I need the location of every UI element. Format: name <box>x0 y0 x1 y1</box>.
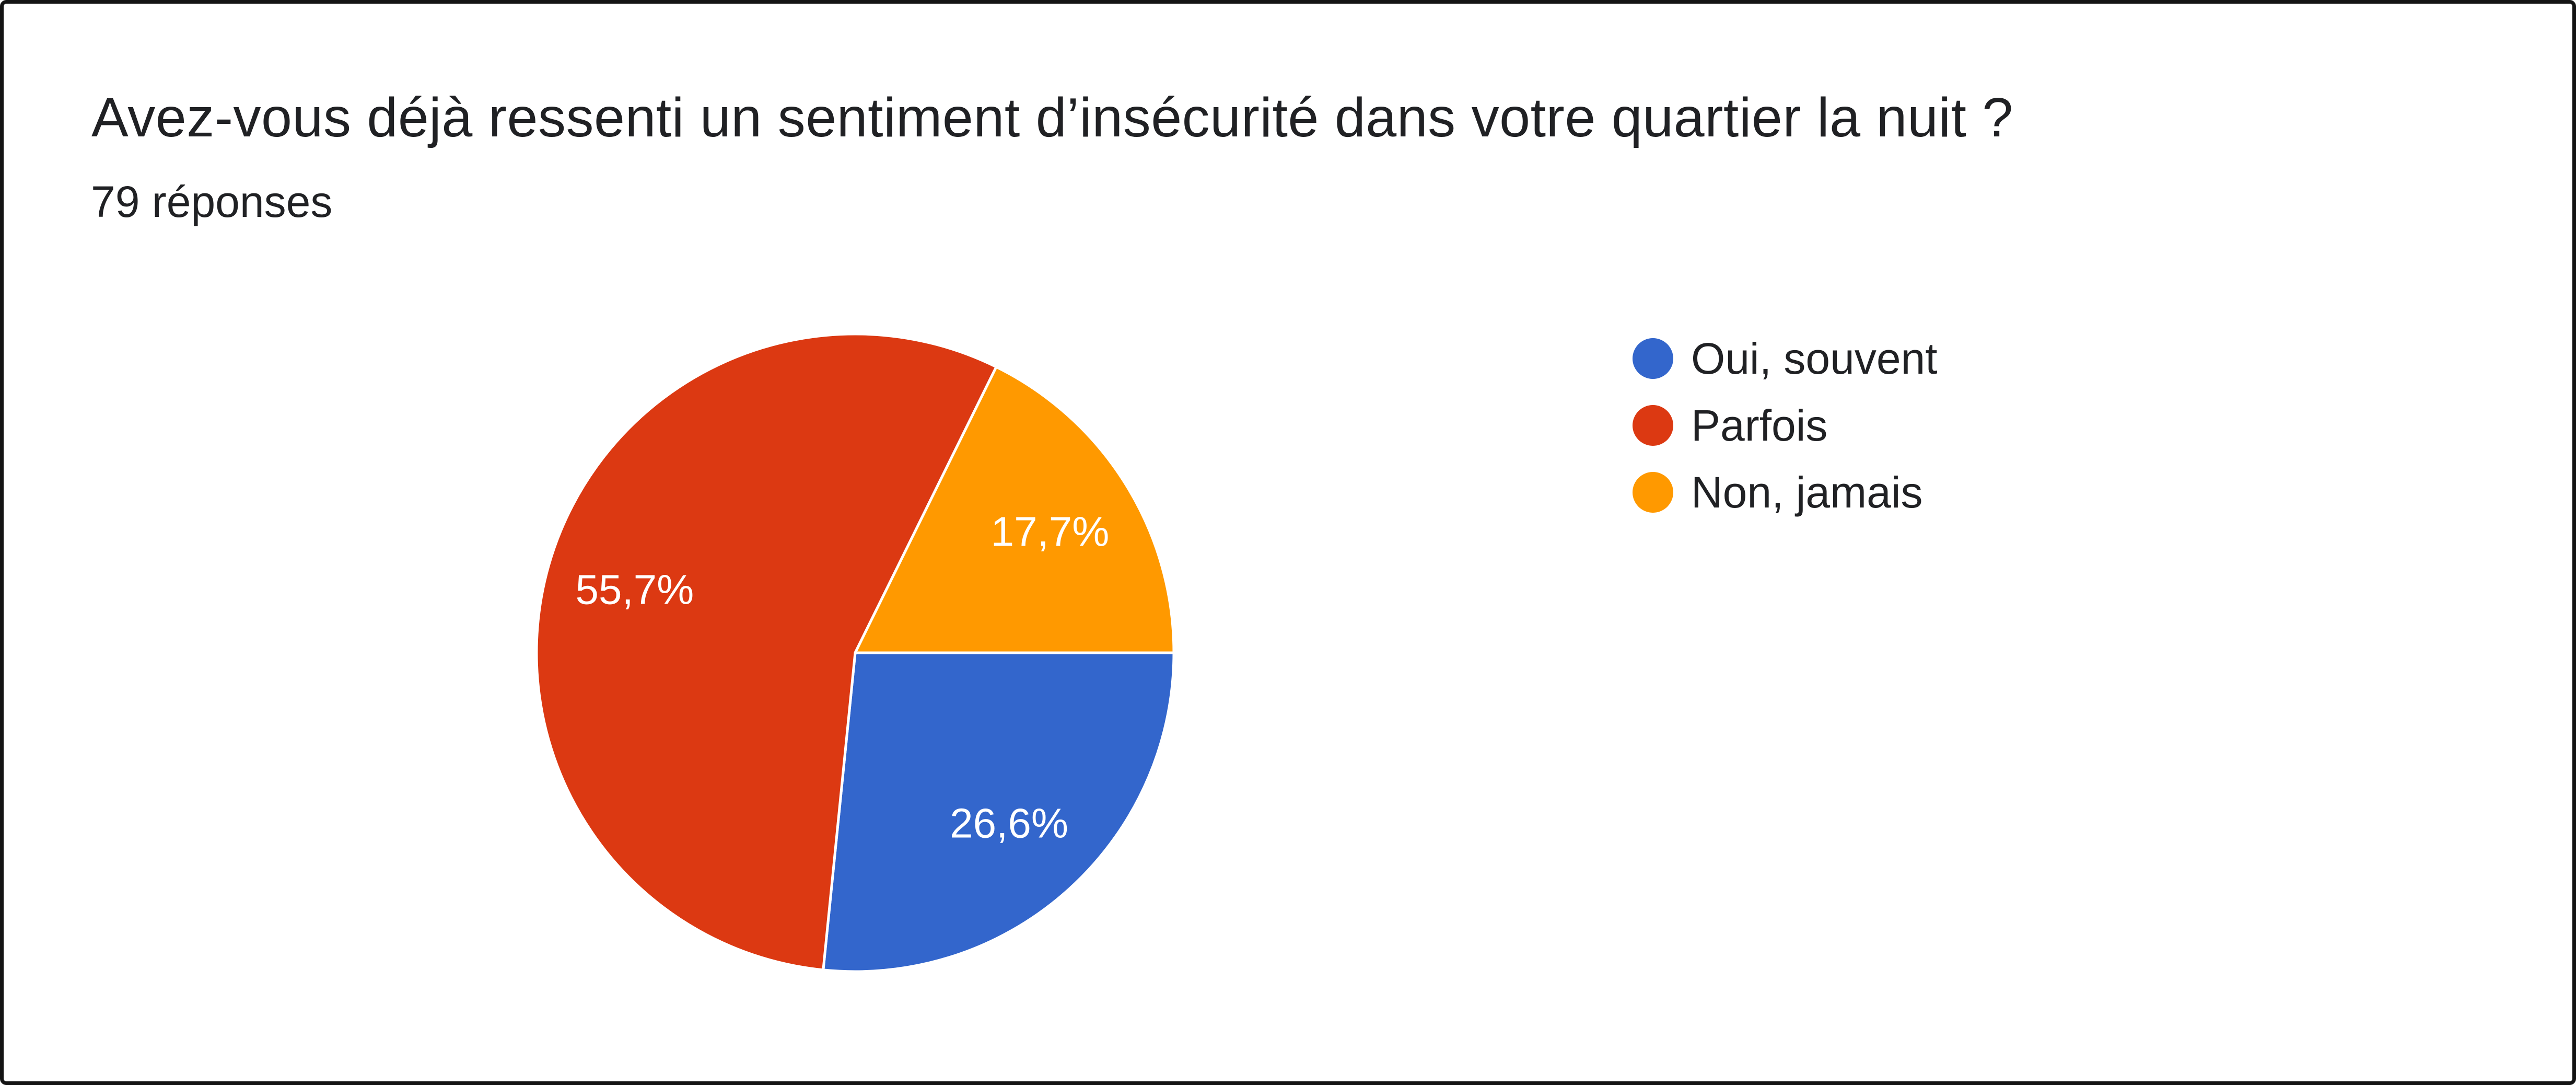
pie-slice-non-jamais[interactable] <box>854 365 1175 654</box>
legend-color-dot <box>1633 338 1673 379</box>
legend-item-parfois: Parfois <box>1633 392 1938 459</box>
question-title: Avez-vous déjà ressenti un sentiment d’i… <box>91 87 2013 148</box>
pie-label-non-jamais: 17,7% <box>991 509 1110 555</box>
pie-label-parfois: 55,7% <box>575 566 694 613</box>
legend-label: Parfois <box>1691 401 1828 450</box>
legend-label: Non, jamais <box>1691 468 1923 517</box>
pie-label-oui-souvent: 26,6% <box>950 800 1068 846</box>
response-count: 79 réponses <box>91 177 333 226</box>
legend-color-dot <box>1633 405 1673 446</box>
pie-slice-parfois[interactable] <box>535 332 998 972</box>
pie-slice-oui-souvent[interactable] <box>822 651 1175 973</box>
legend-item-oui-souvent: Oui, souvent <box>1633 325 1938 392</box>
legend: Oui, souvent Parfois Non, jamais <box>1633 325 1938 526</box>
legend-color-dot <box>1633 472 1673 513</box>
pie-chart: 26,6% 55,7% 17,7% <box>535 332 1175 973</box>
legend-item-non-jamais: Non, jamais <box>1633 459 1938 526</box>
legend-label: Oui, souvent <box>1691 334 1938 383</box>
